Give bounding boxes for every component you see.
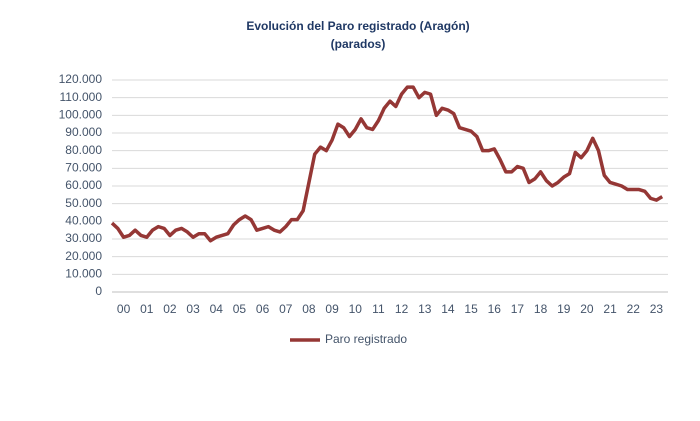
legend-label: Paro registrado xyxy=(325,332,407,346)
x-tick-label: 11 xyxy=(372,302,385,316)
x-tick-label: 04 xyxy=(210,302,224,316)
x-tick-label: 03 xyxy=(186,302,200,316)
x-tick-label: 07 xyxy=(279,302,293,316)
x-tick-label: 20 xyxy=(580,302,594,316)
y-tick-label: 100.000 xyxy=(59,108,103,122)
x-tick-label: 17 xyxy=(511,302,525,316)
x-tick-label: 09 xyxy=(325,302,339,316)
y-tick-label: 20.000 xyxy=(65,249,102,263)
x-tick-label: 13 xyxy=(418,302,432,316)
x-tick-label: 06 xyxy=(256,302,270,316)
chart-subtitle: (parados) xyxy=(331,37,386,51)
x-tick-label: 21 xyxy=(603,302,617,316)
x-tick-label: 16 xyxy=(488,302,502,316)
x-tick-label: 18 xyxy=(534,302,548,316)
x-tick-label: 22 xyxy=(627,302,641,316)
y-tick-label: 50.000 xyxy=(65,196,102,210)
y-tick-label: 30.000 xyxy=(65,231,102,245)
x-tick-label: 12 xyxy=(395,302,409,316)
x-tick-label: 15 xyxy=(464,302,478,316)
y-tick-label: 80.000 xyxy=(65,143,102,157)
y-tick-label: 90.000 xyxy=(65,125,102,139)
chart-title: Evolución del Paro registrado (Aragón) xyxy=(246,19,469,33)
x-tick-label: 01 xyxy=(140,302,154,316)
x-tick-label: 10 xyxy=(349,302,363,316)
x-tick-label: 23 xyxy=(650,302,664,316)
x-tick-label: 08 xyxy=(302,302,316,316)
x-tick-label: 00 xyxy=(117,302,131,316)
data-line xyxy=(110,85,664,243)
x-tick-label: 14 xyxy=(441,302,455,316)
x-tick-label: 02 xyxy=(163,302,177,316)
x-tick-label: 19 xyxy=(557,302,571,316)
y-tick-label: 60.000 xyxy=(65,178,102,192)
y-tick-label: 10.000 xyxy=(65,267,102,281)
y-tick-label: 0 xyxy=(95,284,102,298)
y-tick-label: 40.000 xyxy=(65,214,102,228)
y-tick-label: 70.000 xyxy=(65,161,102,175)
y-tick-label: 110.000 xyxy=(60,90,103,104)
y-tick-label: 120.000 xyxy=(59,72,103,86)
x-tick-label: 05 xyxy=(233,302,247,316)
